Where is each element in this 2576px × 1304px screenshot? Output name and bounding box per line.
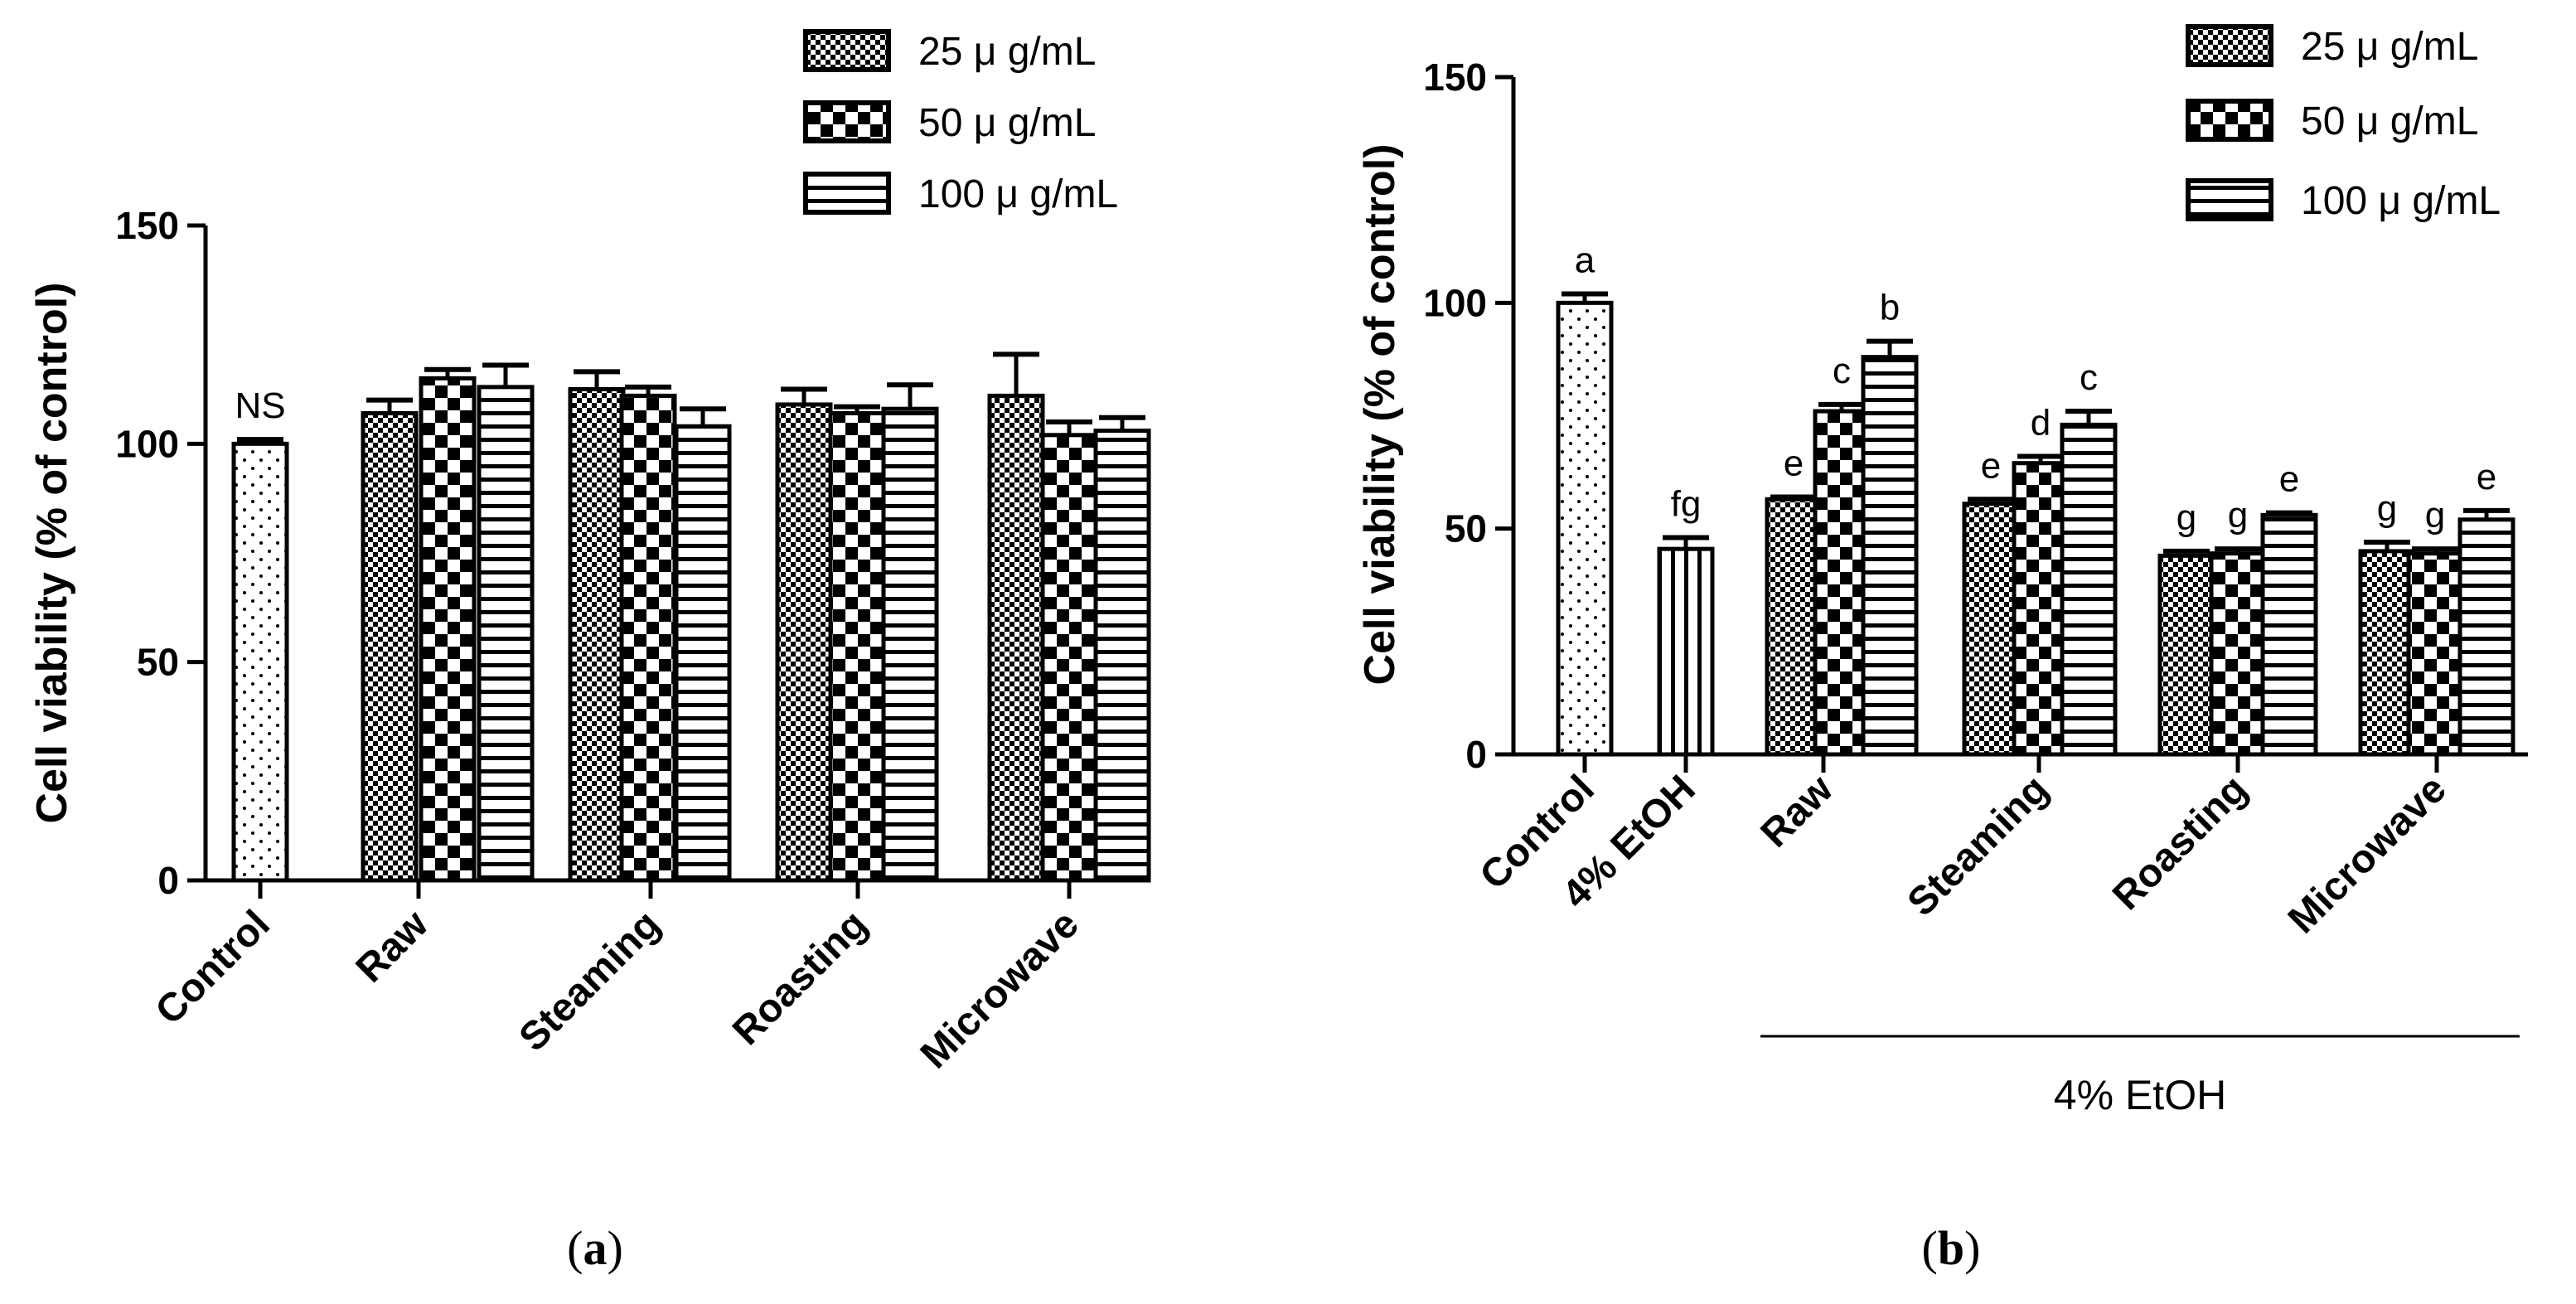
bar (1962, 502, 2020, 757)
x-tick-label: Roasting (724, 902, 876, 1054)
bar (1765, 497, 1823, 757)
y-axis-title: Cell viability (% of control) (1356, 144, 1404, 686)
legend-label: 50 μ g/mL (2301, 99, 2478, 143)
bar (1093, 429, 1151, 883)
x-tick-label: Steaming (511, 902, 669, 1059)
legend-label: 50 μ g/mL (918, 101, 1096, 145)
bar (2457, 517, 2515, 757)
y-tick-label: 0 (1465, 733, 1487, 776)
significance-label: c (2080, 357, 2098, 398)
bar (361, 410, 419, 883)
legend-label: 25 μ g/mL (2301, 25, 2478, 69)
significance-label: fg (1671, 484, 1702, 525)
bar (1861, 355, 1919, 757)
significance-label: d (2031, 403, 2051, 444)
bar (1813, 409, 1871, 757)
bar (2012, 461, 2070, 757)
legend-label: 100 μ g/mL (2301, 179, 2501, 223)
significance-label: NS (235, 385, 285, 426)
legend-swatch (803, 29, 891, 72)
bar (477, 385, 535, 883)
bar (2157, 553, 2215, 757)
y-tick-label: 100 (1423, 281, 1487, 324)
bar (828, 410, 886, 883)
significance-label: g (2377, 488, 2397, 529)
bar (2406, 551, 2464, 757)
bar (419, 376, 477, 883)
bar (1556, 300, 1614, 757)
y-tick-label: 100 (115, 422, 179, 465)
bar (1040, 433, 1098, 883)
x-tick-label: Control (148, 902, 278, 1033)
bar (674, 424, 732, 883)
bar (1657, 546, 1715, 757)
significance-label: g (2425, 495, 2445, 536)
y-tick-label: 150 (1423, 56, 1487, 99)
significance-label: c (1833, 351, 1851, 391)
caption-a: (a) (567, 1221, 623, 1275)
bar (2060, 422, 2118, 757)
x-tick-label: Steaming (1900, 767, 2057, 924)
legend-swatch (2186, 178, 2273, 221)
x-tick-label: Raw (348, 902, 438, 991)
legend-swatch (803, 100, 891, 143)
bar (2260, 512, 2318, 757)
bar (2358, 549, 2416, 757)
legend-swatch (803, 172, 891, 215)
significance-label: e (1784, 444, 1804, 484)
group-bracket-label: 4% EtOH (2054, 1072, 2226, 1118)
legend-label: 100 μ g/mL (918, 172, 1118, 216)
significance-label: e (1981, 445, 2001, 486)
y-tick-label: 150 (115, 204, 179, 247)
y-tick-label: 50 (1445, 507, 1487, 550)
chart-panel-a: 0 50 100 150 Cell viability (% of control) NS… (28, 29, 1151, 1077)
y-tick-label: 0 (157, 859, 179, 902)
significance-label: e (2279, 459, 2299, 500)
y-axis-title: Cell viability (% of control) (28, 283, 76, 824)
significance-label: e (2477, 457, 2496, 497)
x-tick-label: Raw (1753, 767, 1842, 856)
bar (568, 387, 626, 883)
significance-label: g (2177, 497, 2196, 538)
significance-label: b (1880, 288, 1900, 328)
caption-b: (b) (1922, 1221, 1981, 1275)
bar (2209, 551, 2267, 757)
bar (987, 393, 1045, 883)
x-tick-label: Microwave (913, 902, 1087, 1077)
bar (881, 406, 939, 883)
significance-label: a (1575, 240, 1595, 280)
bar (231, 441, 289, 883)
x-tick-label: Microwave (2280, 767, 2455, 942)
x-tick-label: Roasting (2104, 767, 2256, 919)
legend-swatch (2186, 99, 2273, 142)
legend-swatch (2186, 24, 2273, 67)
y-tick-label: 50 (137, 641, 179, 684)
bar (775, 402, 833, 883)
significance-label: g (2228, 495, 2248, 536)
legend-label: 25 μ g/mL (918, 30, 1096, 74)
bar (619, 393, 677, 883)
